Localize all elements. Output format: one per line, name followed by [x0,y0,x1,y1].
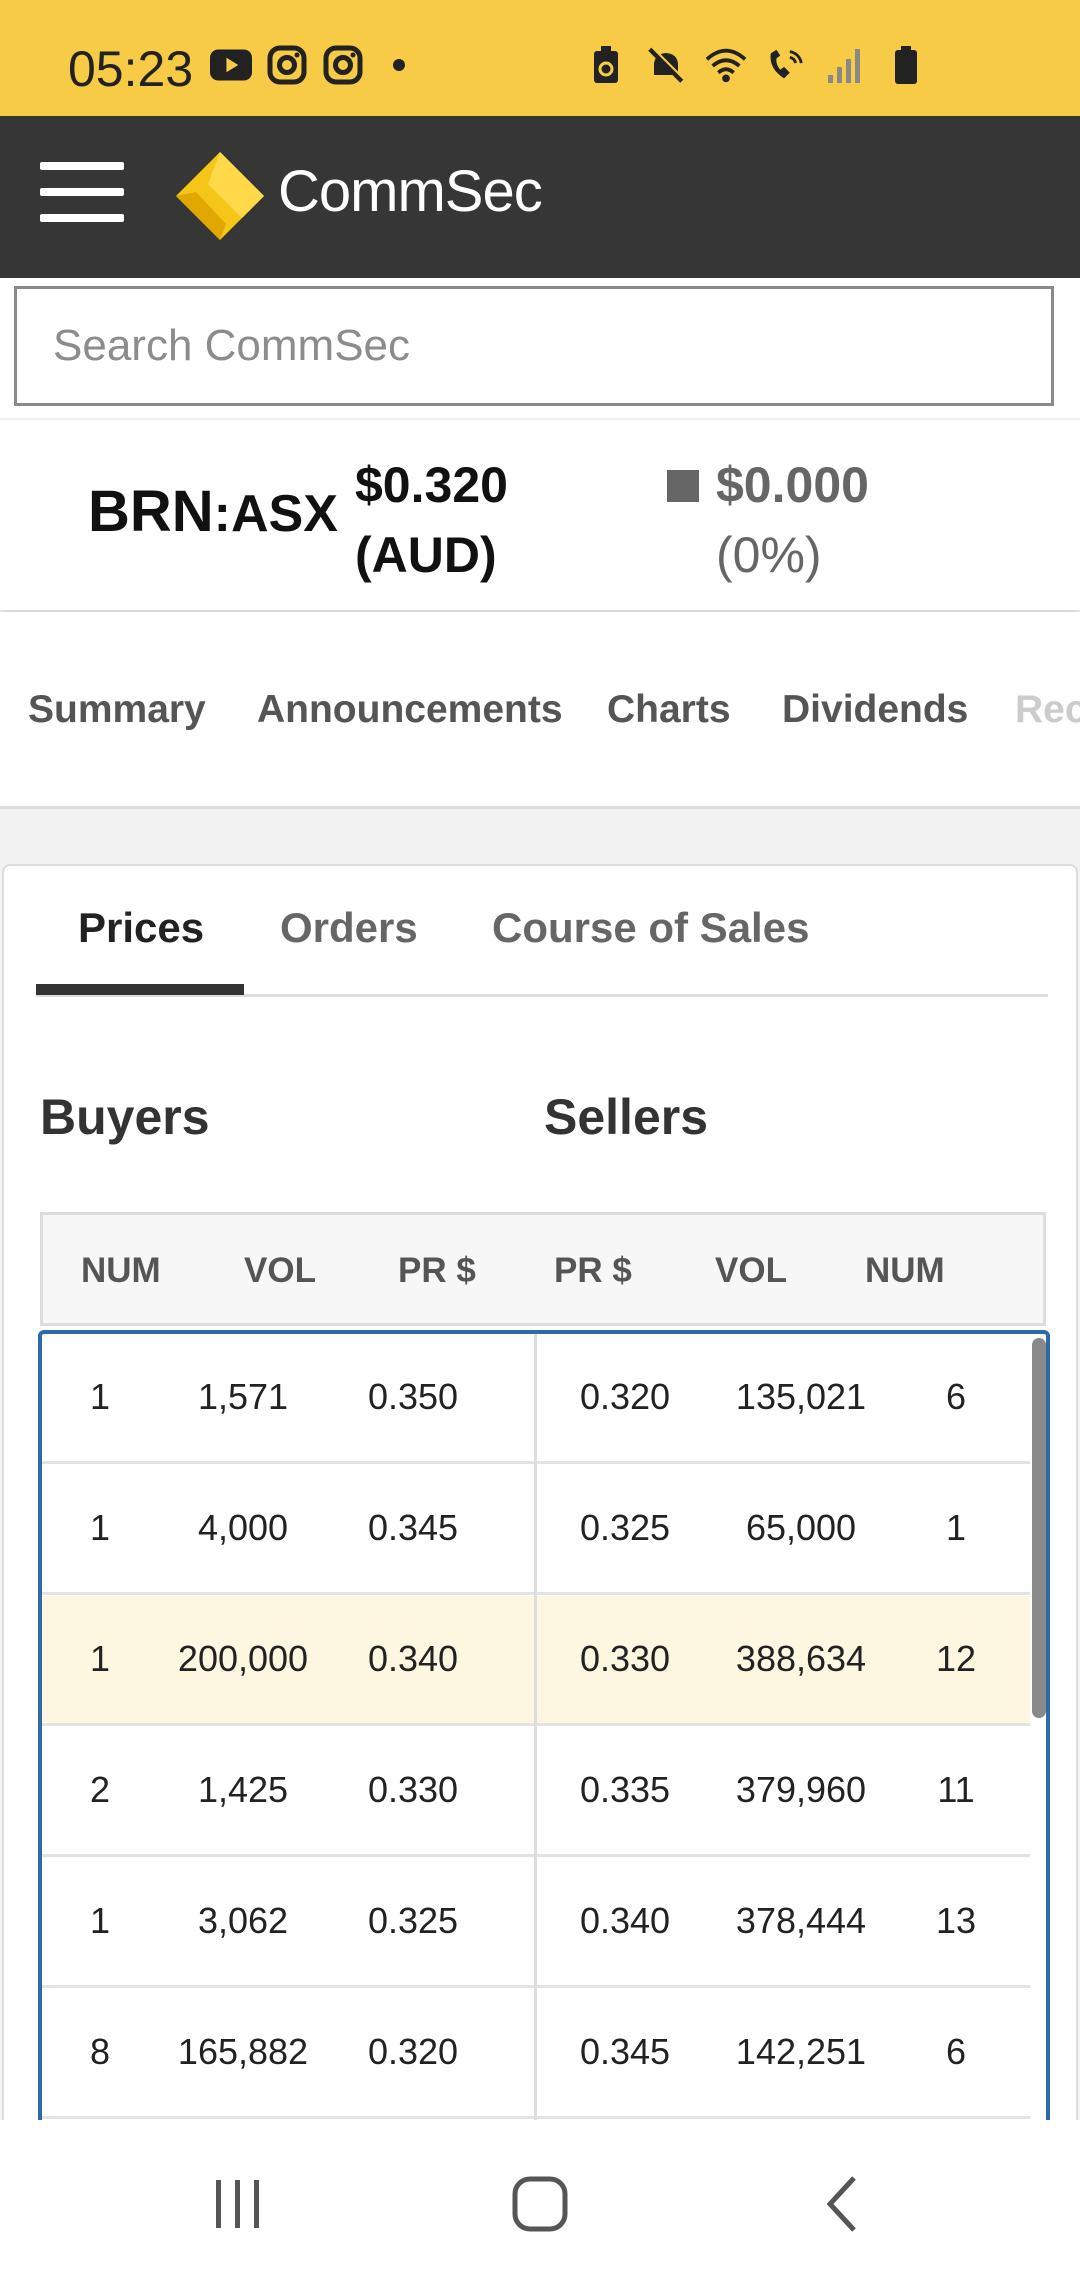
header-buy-vol: VOL [244,1251,316,1290]
buy-vol: 200,000 [177,1638,309,1679]
buy-num: 1 [89,1900,111,1941]
buy-num: 1 [89,1376,111,1417]
sellers-heading: Sellers [544,1089,709,1145]
sell-vol: 388,634 [735,1638,867,1679]
sell-vol: 379,960 [735,1769,867,1810]
quote-summary: BRN:ASX $0.320 (AUD) $0.000 (0%) [0,420,1080,610]
sell-price: 0.335 [579,1769,671,1810]
search-bar [0,278,1080,418]
buy-sell-divider [534,1334,537,2166]
last-price: $0.320 (AUD) [355,450,508,590]
tab-prices[interactable]: Prices [78,904,205,951]
depth-sub-tabs: Prices Orders Course of Sales [36,904,1048,997]
sell-num: 1 [945,1507,967,1548]
system-nav-bar [0,2120,1080,2280]
sell-vol: 135,021 [735,1376,867,1417]
buy-num: 1 [89,1638,111,1679]
status-notification-icons [210,44,420,86]
recent-apps-icon[interactable] [198,2164,278,2244]
buyers-heading: Buyers [40,1089,210,1145]
buy-vol: 4,000 [197,1507,289,1548]
tab-course-of-sales[interactable]: Course of Sales [492,904,810,951]
section-tabs: Summary Announcements Charts Dividends R… [0,612,1080,809]
battery-icon [885,44,927,86]
wifi-icon [705,44,747,86]
header-sell-num: NUM [865,1251,945,1290]
buy-vol: 165,882 [177,2031,309,2072]
battery-saver-icon [585,44,627,86]
logo-text: CommSec [278,159,543,224]
commsec-logo-icon [170,146,270,246]
tab-dividends[interactable]: Dividends [782,688,969,731]
price-change: $0.000 [716,457,869,513]
sell-num: 12 [935,1638,977,1679]
depth-table[interactable]: 1 1,571 0.350 0.320 135,021 6 1 4,000 0.… [38,1330,1050,2170]
sell-price: 0.345 [579,2031,671,2072]
header-sell-price: PR $ [554,1251,632,1290]
tab-charts[interactable]: Charts [607,688,731,731]
stock-symbol: BRN:ASX [88,478,338,545]
active-tab-indicator [36,984,244,995]
buy-num: 8 [89,2031,111,2072]
signal-icon [825,44,867,86]
header-sell-vol: VOL [715,1251,787,1290]
youtube-icon [210,44,252,86]
buy-vol: 1,425 [197,1769,289,1810]
sell-num: 13 [935,1900,977,1941]
hamburger-menu-icon[interactable] [40,162,124,234]
ticker-separator: : [213,485,231,543]
header-buy-price: PR $ [398,1251,476,1290]
sell-vol: 378,444 [735,1900,867,1941]
instagram-icon [266,44,308,86]
ticker: BRN [88,479,214,544]
tab-research-partial[interactable]: Rec [1015,688,1080,731]
sell-price: 0.340 [579,1900,671,1941]
price-currency: (AUD) [355,527,497,583]
price-value: $0.320 [355,457,508,513]
dot-icon [378,44,420,86]
sell-num: 11 [937,1769,975,1810]
exchange: ASX [231,485,338,543]
sell-vol: 65,000 [745,1507,857,1548]
wifi-call-icon [765,44,807,86]
instagram-icon [322,44,364,86]
home-icon[interactable] [500,2164,580,2244]
depth-table-header: NUM VOL PR $ PR $ VOL NUM [40,1212,1046,1326]
sell-num: 6 [945,2031,967,2072]
buy-price: 0.325 [367,1900,459,1941]
buy-vol: 1,571 [197,1376,289,1417]
buy-vol: 3,062 [197,1900,289,1941]
buy-num: 1 [89,1507,111,1548]
status-bar: 05:23 [0,0,1080,116]
market-depth-card: Prices Orders Course of Sales Buyers Sel… [2,864,1078,2170]
sell-price: 0.325 [579,1507,671,1548]
search-input[interactable] [14,286,1054,406]
sell-price: 0.330 [579,1638,671,1679]
header-buy-num: NUM [81,1251,161,1290]
tab-summary[interactable]: Summary [28,688,206,731]
scrollbar[interactable] [1032,1338,1046,1718]
status-system-icons [585,44,927,86]
sell-price: 0.320 [579,1376,671,1417]
buy-num: 2 [89,1769,111,1810]
buy-price: 0.340 [367,1638,459,1679]
buy-price: 0.350 [367,1376,459,1417]
no-change-square-icon [667,470,699,502]
mute-icon [645,44,687,86]
tab-announcements[interactable]: Announcements [257,688,563,731]
sell-num: 6 [945,1376,967,1417]
app-header: CommSec [0,116,1080,278]
sell-vol: 142,251 [735,2031,867,2072]
tab-orders[interactable]: Orders [280,904,418,951]
buy-price: 0.330 [367,1769,459,1810]
buy-price: 0.345 [367,1507,459,1548]
back-icon[interactable] [802,2164,882,2244]
price-change-percent: (0%) [716,527,822,583]
status-time: 05:23 [68,41,194,97]
buy-price: 0.320 [367,2031,459,2072]
